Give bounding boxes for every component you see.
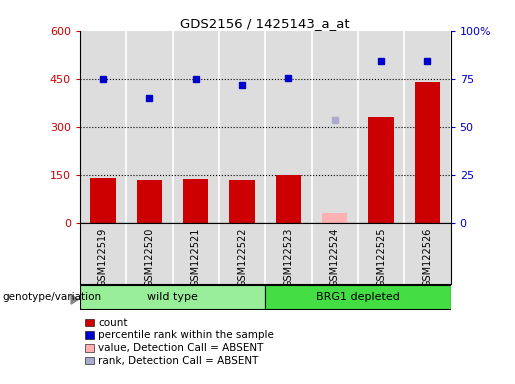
Text: count: count bbox=[98, 318, 128, 328]
Text: GSM122525: GSM122525 bbox=[376, 228, 386, 287]
Bar bbox=[80, 285, 265, 310]
Text: percentile rank within the sample: percentile rank within the sample bbox=[98, 330, 274, 340]
Bar bbox=[85, 319, 94, 326]
Text: GSM122520: GSM122520 bbox=[144, 228, 154, 287]
Bar bbox=[368, 117, 394, 223]
Text: wild type: wild type bbox=[147, 292, 198, 302]
Text: GSM122519: GSM122519 bbox=[98, 228, 108, 287]
Text: value, Detection Call = ABSENT: value, Detection Call = ABSENT bbox=[98, 343, 264, 353]
Text: GSM122524: GSM122524 bbox=[330, 228, 340, 287]
Bar bbox=[85, 331, 94, 339]
Bar bbox=[229, 180, 255, 223]
Text: GSM122526: GSM122526 bbox=[422, 228, 433, 287]
Text: BRG1 depleted: BRG1 depleted bbox=[316, 292, 400, 302]
Bar bbox=[136, 180, 162, 223]
Text: GSM122521: GSM122521 bbox=[191, 228, 201, 287]
Bar bbox=[415, 82, 440, 223]
Text: GSM122523: GSM122523 bbox=[283, 228, 294, 287]
Polygon shape bbox=[71, 295, 78, 304]
Text: genotype/variation: genotype/variation bbox=[3, 292, 101, 302]
Bar bbox=[322, 213, 348, 223]
Bar bbox=[183, 179, 209, 223]
Text: GSM122522: GSM122522 bbox=[237, 228, 247, 287]
Bar bbox=[265, 285, 451, 310]
Title: GDS2156 / 1425143_a_at: GDS2156 / 1425143_a_at bbox=[180, 17, 350, 30]
Text: rank, Detection Call = ABSENT: rank, Detection Call = ABSENT bbox=[98, 356, 259, 366]
Bar bbox=[85, 344, 94, 352]
Bar bbox=[85, 357, 94, 364]
Bar bbox=[276, 175, 301, 223]
Bar bbox=[90, 178, 116, 223]
